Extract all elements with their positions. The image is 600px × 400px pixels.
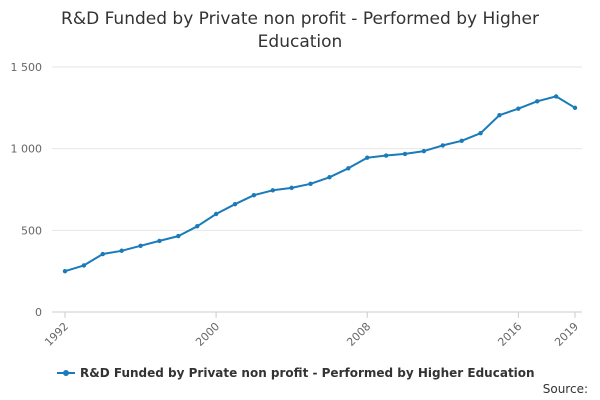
x-tick-label: 2008 (344, 320, 373, 349)
data-point-2000[interactable] (213, 211, 219, 217)
data-point-1992[interactable] (62, 268, 68, 274)
legend-swatch (57, 368, 75, 378)
data-point-1993[interactable] (81, 263, 87, 268)
data-point-2010[interactable] (402, 151, 408, 157)
source-label: Source: (542, 382, 588, 396)
data-point-2015[interactable] (497, 112, 502, 118)
data-point-2011[interactable] (421, 148, 427, 154)
x-tick-label: 2019 (552, 320, 581, 349)
data-point-1994[interactable] (100, 251, 105, 257)
y-tick-label: 1 000 (11, 143, 43, 156)
data-point-2017[interactable] (535, 99, 540, 104)
chart-title-line-2: Education (257, 32, 343, 52)
data-point-2004[interactable] (289, 185, 294, 191)
data-point-1997[interactable] (157, 238, 162, 244)
grid-layer (52, 66, 582, 313)
data-point-1996[interactable] (138, 243, 143, 249)
x-tick-label: 2000 (193, 320, 222, 349)
data-point-2014[interactable] (478, 130, 483, 136)
data-point-2001[interactable] (232, 202, 238, 207)
data-point-2012[interactable] (440, 143, 445, 148)
data-point-1998[interactable] (176, 233, 181, 239)
series-layer (62, 94, 578, 274)
data-point-2003[interactable] (270, 188, 275, 193)
chart-title: R&D Funded by Private non profit - Perfo… (0, 8, 600, 54)
data-point-2008[interactable] (365, 155, 370, 160)
x-tick-label: 1992 (42, 320, 71, 349)
data-point-1995[interactable] (119, 248, 124, 253)
y-tick-label: 500 (21, 224, 42, 237)
axis-layer: 0 500 1 000 1 500 1992 2000 2008 2016 2019 (11, 61, 582, 349)
series-line (64, 95, 576, 273)
data-point-1999[interactable] (195, 224, 200, 229)
chart-title-line-1: R&D Funded by Private non profit - Perfo… (61, 9, 539, 29)
data-point-2002[interactable] (251, 193, 257, 198)
data-point-2009[interactable] (383, 153, 389, 158)
legend[interactable]: R&D Funded by Private non profit - Perfo… (57, 366, 535, 380)
x-tick-label: 2016 (495, 320, 524, 349)
data-point-2019[interactable] (572, 105, 578, 111)
y-tick-label: 0 (35, 306, 42, 319)
data-point-2005[interactable] (308, 181, 313, 186)
data-point-2006[interactable] (327, 175, 332, 180)
legend-label: R&D Funded by Private non profit - Perfo… (80, 366, 535, 380)
data-point-2013[interactable] (459, 138, 464, 144)
data-point-2018[interactable] (553, 94, 559, 99)
data-point-2016[interactable] (516, 106, 521, 111)
data-point-2007[interactable] (346, 166, 351, 171)
y-tick-label: 1 500 (11, 61, 43, 74)
